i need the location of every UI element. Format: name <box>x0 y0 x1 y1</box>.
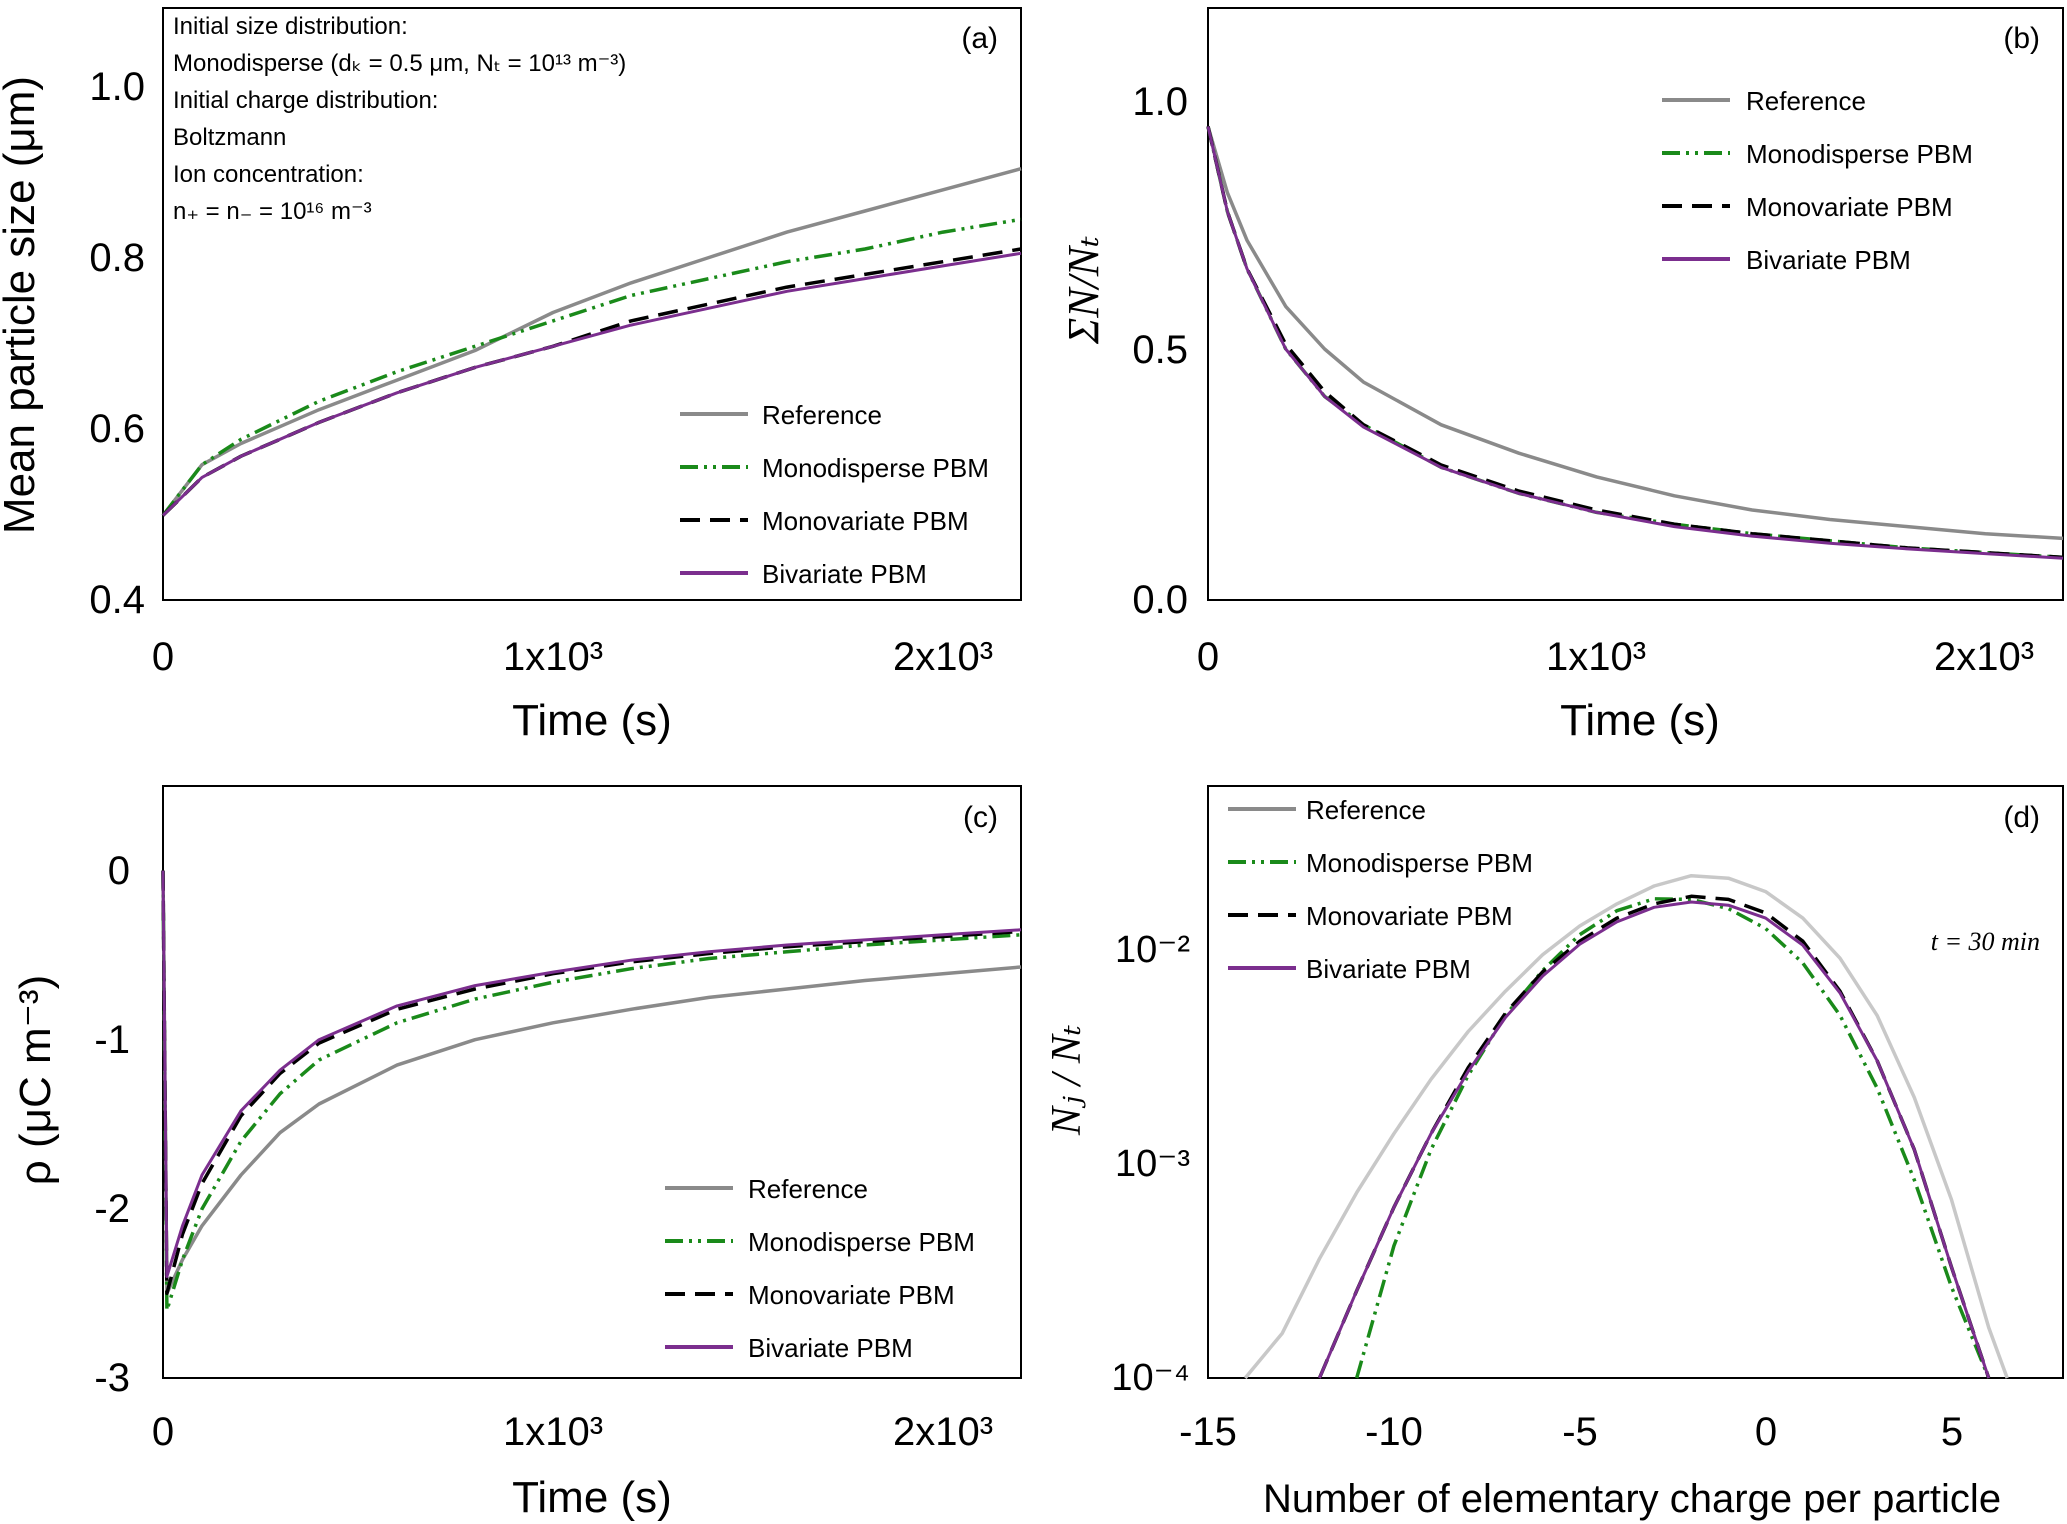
x-tick-d: -10 <box>1365 1410 1423 1454</box>
x-tick-d: -5 <box>1562 1410 1598 1454</box>
annotation-line-a: Boltzmann <box>173 124 286 151</box>
panel-label-b: (b) <box>2003 22 2040 55</box>
y-tick-b: 0.0 <box>1132 578 1188 622</box>
plot-frame-b <box>1207 7 2064 601</box>
legend-c: Reference Monodisperse PBM Monovariate P… <box>665 1174 975 1363</box>
series-line-reference-d <box>1243 873 2009 1380</box>
series-line-reference-a <box>161 167 1022 517</box>
legend-label-bivariate: Bivariate PBM <box>762 559 927 589</box>
x-tick-c: 1x10³ <box>503 1410 603 1454</box>
series-line-bivariate-c <box>161 870 1022 1278</box>
series-line-monodisperse-c <box>161 870 1022 1313</box>
x-tick-d: -15 <box>1179 1410 1237 1454</box>
legend-label-monodisperse: Monodisperse PBM <box>748 1227 975 1257</box>
legend-d: Reference Monodisperse PBM Monovariate P… <box>1228 795 1533 984</box>
series-layer-a <box>161 167 1022 517</box>
x-tick-b: 1x10³ <box>1546 635 1646 679</box>
y-tick-a: 0.8 <box>89 236 145 280</box>
series-line-bivariate-a <box>161 251 1022 517</box>
series-line-monodisperse-a <box>161 217 1022 517</box>
x-tick-c: 2x10³ <box>893 1410 993 1454</box>
annotation-line-a: Monodisperse (dₖ = 0.5 μm, Nₜ = 10¹³ m⁻³… <box>173 50 626 77</box>
annotation-line-a: Ion concentration: <box>173 161 364 188</box>
y-tick-a: 0.4 <box>89 578 145 622</box>
plot-frame-c <box>162 785 1022 1379</box>
annotation-line-a: n₊ = n₋ = 10¹⁶ m⁻³ <box>173 198 372 225</box>
legend-label-monovariate: Monovariate PBM <box>1746 192 1953 222</box>
x-axis-label-a: Time (s) <box>512 696 672 745</box>
legend-label-reference: Reference <box>1306 795 1426 825</box>
legend-label-monovariate: Monovariate PBM <box>748 1280 955 1310</box>
legend-b: Reference Monodisperse PBM Monovariate P… <box>1662 86 1973 275</box>
legend-label-reference: Reference <box>1746 86 1866 116</box>
y-tick-b: 0.5 <box>1132 328 1188 372</box>
legend-label-bivariate: Bivariate PBM <box>1746 245 1911 275</box>
x-tick-d: 5 <box>1941 1410 1963 1454</box>
panel-a: (a) 0.4 0.6 0.8 1.0 0 1x10³ 2x10³ Time (… <box>0 7 1022 745</box>
y-tick-a: 1.0 <box>89 65 145 109</box>
legend-label-monovariate: Monovariate PBM <box>762 506 969 536</box>
panel-label-d: (d) <box>2003 801 2040 834</box>
y-tick-d: 10⁻² <box>1115 929 1190 971</box>
x-axis-label-d: Number of elementary charge per particle <box>1263 1477 2001 1521</box>
panel-b: (b) 0.0 0.5 1.0 0 1x10³ 2x10³ Time (s) Σ… <box>1059 7 2064 745</box>
series-line-reference-c <box>161 870 1022 1296</box>
legend-label-monodisperse: Monodisperse PBM <box>762 453 989 483</box>
y-tick-d: 10⁻³ <box>1115 1143 1190 1185</box>
annotation-line-a: Initial charge distribution: <box>173 87 438 114</box>
x-tick-b: 2x10³ <box>1934 635 2034 679</box>
y-tick-c: -1 <box>94 1018 130 1062</box>
legend-label-monodisperse: Monodisperse PBM <box>1306 848 1533 878</box>
legend-label-reference: Reference <box>748 1174 868 1204</box>
legend-label-bivariate: Bivariate PBM <box>748 1333 913 1363</box>
legend-label-monodisperse: Monodisperse PBM <box>1746 139 1973 169</box>
x-tick-a: 0 <box>152 635 174 679</box>
legend-a: Reference Monodisperse PBM Monovariate P… <box>680 400 989 589</box>
y-tick-c: -3 <box>94 1356 130 1400</box>
x-axis-label-c: Time (s) <box>512 1473 672 1522</box>
x-tick-b: 0 <box>1197 635 1219 679</box>
legend-label-reference: Reference <box>762 400 882 430</box>
x-axis-label-b: Time (s) <box>1560 696 1720 745</box>
y-axis-label-a: Mean particle size (μm) <box>0 76 44 534</box>
legend-label-bivariate: Bivariate PBM <box>1306 954 1471 984</box>
panel-label-c: (c) <box>963 801 998 834</box>
y-tick-b: 1.0 <box>1132 80 1188 124</box>
x-tick-a: 1x10³ <box>503 635 603 679</box>
x-tick-d: 0 <box>1755 1410 1777 1454</box>
panel-d: (d) t = 30 min 10⁻⁴ 10⁻³ 10⁻² -15 -10 -5… <box>1044 785 2064 1521</box>
x-tick-a: 2x10³ <box>893 635 993 679</box>
y-tick-a: 0.6 <box>89 407 145 451</box>
series-layer-b <box>1206 125 2064 560</box>
y-axis-label-b: ΣN/Nₜ <box>1059 236 1108 345</box>
series-layer-c <box>161 870 1022 1313</box>
plot-frame-d <box>1207 785 2064 1379</box>
series-line-reference-b <box>1206 125 2064 541</box>
y-axis-label-c: ρ (μC m⁻³) <box>11 975 60 1185</box>
series-line-bivariate-d <box>1318 900 1991 1379</box>
y-axis-label-d: Nⱼ / Nₜ <box>1044 1025 1090 1136</box>
y-tick-c: 0 <box>108 849 130 893</box>
annotation-line-a: Initial size distribution: <box>173 13 408 40</box>
x-tick-c: 0 <box>152 1410 174 1454</box>
series-layer-d <box>1243 873 2009 1380</box>
series-line-monovariate-c <box>161 870 1022 1296</box>
y-tick-d: 10⁻⁴ <box>1111 1357 1190 1399</box>
plot-frame-a <box>162 7 1022 601</box>
series-line-bivariate-b <box>1206 126 2064 560</box>
legend-label-monovariate: Monovariate PBM <box>1306 901 1513 931</box>
annotation-time-d: t = 30 min <box>1931 927 2040 956</box>
panel-c: (c) -3 -2 -1 0 0 1x10³ 2x10³ Time (s) ρ … <box>11 785 1022 1522</box>
panel-label-a: (a) <box>961 22 998 55</box>
y-tick-c: -2 <box>94 1187 130 1231</box>
